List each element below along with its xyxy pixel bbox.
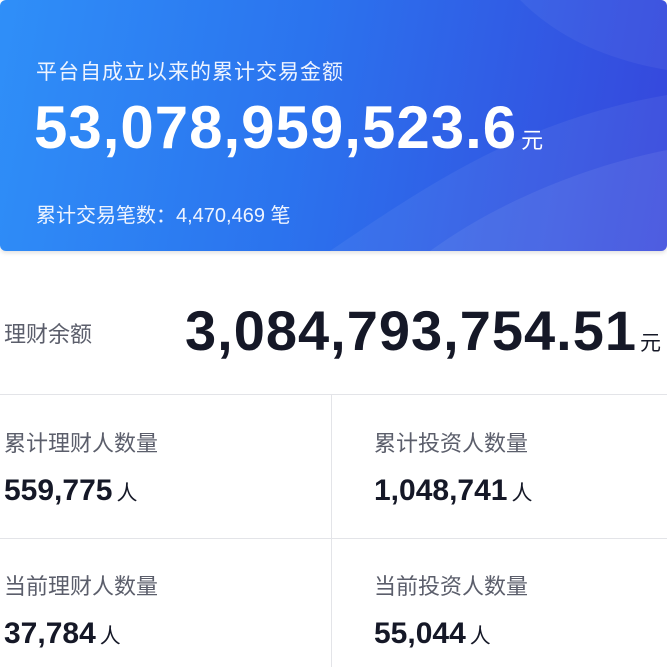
stat-number: 55,044 <box>374 617 466 650</box>
stat-label: 当前理财人数量 <box>4 574 159 599</box>
stat-current-wealth-users: 当前理财人数量 37,784 人 <box>4 569 324 651</box>
column-divider <box>331 394 332 667</box>
transaction-count-label: 累计交易笔数： <box>36 205 176 227</box>
balance-unit: 元 <box>640 332 661 355</box>
balance-row: 理财余额 3,084,793,754.51 元 <box>0 290 667 370</box>
stat-unit: 人 <box>511 482 533 505</box>
transaction-count-value: 4,470,469 <box>176 205 265 227</box>
balance-value: 3,084,793,754.51 元 <box>185 296 661 379</box>
stat-unit: 人 <box>99 625 121 648</box>
stat-number: 559,775 <box>4 474 113 507</box>
banner-title: 平台自成立以来的累计交易金额 <box>36 61 344 84</box>
stat-value: 1,048,741 人 <box>374 474 667 508</box>
stat-value: 55,044 人 <box>374 617 667 651</box>
stat-value: 559,775 人 <box>4 474 324 508</box>
stat-cumulative-wealth-users: 累计理财人数量 559,775 人 <box>4 426 324 508</box>
stat-number: 1,048,741 <box>374 474 508 507</box>
total-amount: 53,078,959,523.6 元 <box>34 92 543 177</box>
transaction-count-unit: 笔 <box>270 205 291 227</box>
total-transactions-banner: 平台自成立以来的累计交易金额 53,078,959,523.6 元 累计交易笔数：… <box>0 0 667 251</box>
balance-amount: 3,084,793,754.51 <box>185 299 637 362</box>
stat-number: 37,784 <box>4 617 96 650</box>
stat-label: 累计理财人数量 <box>4 431 159 456</box>
stat-cumulative-investors: 累计投资人数量 1,048,741 人 <box>374 426 667 508</box>
transaction-count: 累计交易笔数：4,470,469 笔 <box>36 199 291 228</box>
stat-current-investors: 当前投资人数量 55,044 人 <box>374 569 667 651</box>
divider <box>0 394 667 395</box>
banner-wave-decoration <box>330 0 667 251</box>
stat-value: 37,784 人 <box>4 617 324 651</box>
divider <box>0 538 667 539</box>
stat-unit: 人 <box>116 482 138 505</box>
balance-label: 理财余额 <box>4 322 93 347</box>
total-amount-unit: 元 <box>521 128 544 153</box>
stat-label: 当前投资人数量 <box>374 574 529 599</box>
stat-unit: 人 <box>469 625 491 648</box>
stat-label: 累计投资人数量 <box>374 431 529 456</box>
total-amount-value: 53,078,959,523.6 <box>34 94 518 161</box>
